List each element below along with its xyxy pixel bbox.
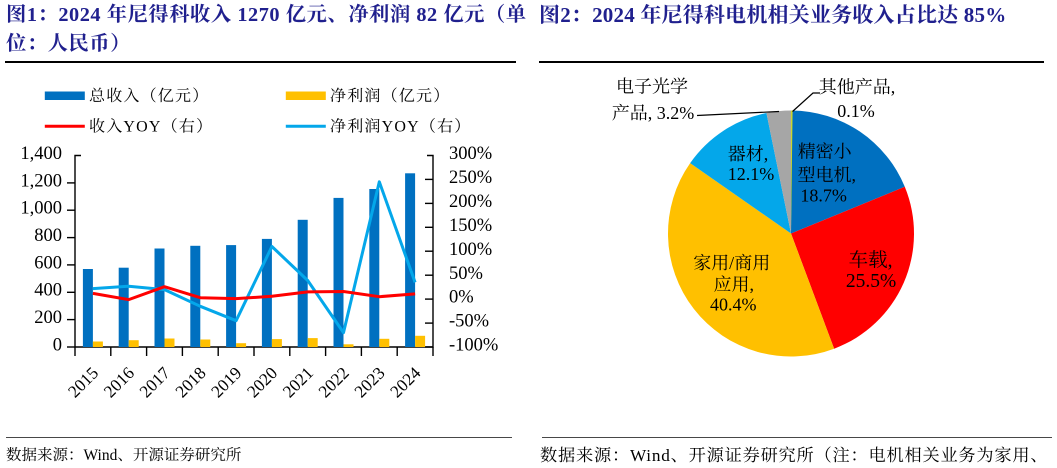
svg-text:2023: 2023 — [351, 363, 389, 401]
svg-text:精密小: 精密小 — [798, 142, 852, 162]
svg-text:-50%: -50% — [449, 312, 489, 332]
svg-text:净利润（亿元）: 净利润（亿元） — [330, 87, 450, 105]
svg-text:2021: 2021 — [279, 363, 317, 401]
svg-text:2024: 2024 — [387, 363, 425, 401]
svg-text:1,400: 1,400 — [20, 144, 62, 164]
svg-text:200%: 200% — [449, 192, 492, 212]
svg-text:车载,: 车载, — [849, 250, 893, 272]
svg-text:50%: 50% — [449, 264, 483, 284]
svg-text:0: 0 — [53, 335, 62, 355]
svg-text:25.5%: 25.5% — [846, 271, 896, 292]
svg-text:总收入（亿元）: 总收入（亿元） — [89, 87, 209, 105]
svg-text:器材,: 器材, — [728, 144, 769, 164]
svg-text:1,000: 1,000 — [20, 199, 62, 219]
svg-text:0.1%: 0.1% — [837, 101, 875, 121]
svg-text:2019: 2019 — [208, 363, 246, 401]
svg-text:200: 200 — [34, 308, 62, 328]
svg-text:2018: 2018 — [172, 363, 210, 401]
svg-text:-100%: -100% — [449, 336, 498, 356]
svg-text:2015: 2015 — [64, 363, 102, 401]
svg-text:250%: 250% — [449, 168, 492, 188]
svg-text:18.7%: 18.7% — [800, 185, 847, 205]
svg-text:型电机,: 型电机, — [798, 165, 857, 185]
svg-text:300%: 300% — [449, 144, 492, 164]
svg-text:1,200: 1,200 — [20, 171, 62, 191]
svg-text:40.4%: 40.4% — [710, 294, 757, 314]
svg-text:600: 600 — [34, 253, 62, 273]
svg-text:2020: 2020 — [243, 363, 281, 401]
svg-text:400: 400 — [34, 281, 62, 301]
svg-text:150%: 150% — [449, 216, 492, 236]
svg-text:2016: 2016 — [100, 363, 138, 401]
svg-text:0%: 0% — [449, 288, 474, 308]
svg-text:家用/商用: 家用/商用 — [693, 253, 770, 273]
svg-text:12.1%: 12.1% — [728, 164, 775, 184]
svg-text:2022: 2022 — [315, 363, 353, 401]
svg-text:其他产品,: 其他产品, — [819, 77, 896, 97]
svg-text:800: 800 — [34, 226, 62, 246]
svg-text:收入YOY（右）: 收入YOY（右） — [89, 118, 213, 136]
svg-text:净利润YOY（右）: 净利润YOY（右） — [330, 118, 471, 136]
svg-text:100%: 100% — [449, 240, 492, 260]
svg-text:应用,: 应用, — [714, 274, 755, 294]
svg-text:电子光学: 电子光学 — [616, 76, 688, 96]
svg-text:2017: 2017 — [136, 363, 174, 401]
svg-text:产品, 3.2%: 产品, 3.2% — [612, 103, 695, 123]
